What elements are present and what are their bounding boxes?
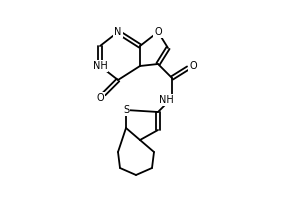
Text: O: O: [96, 93, 104, 103]
Text: O: O: [189, 61, 197, 71]
Text: NH: NH: [159, 95, 173, 105]
Text: O: O: [154, 27, 162, 37]
Text: N: N: [114, 27, 122, 37]
Text: S: S: [123, 105, 129, 115]
Text: NH: NH: [93, 61, 107, 71]
